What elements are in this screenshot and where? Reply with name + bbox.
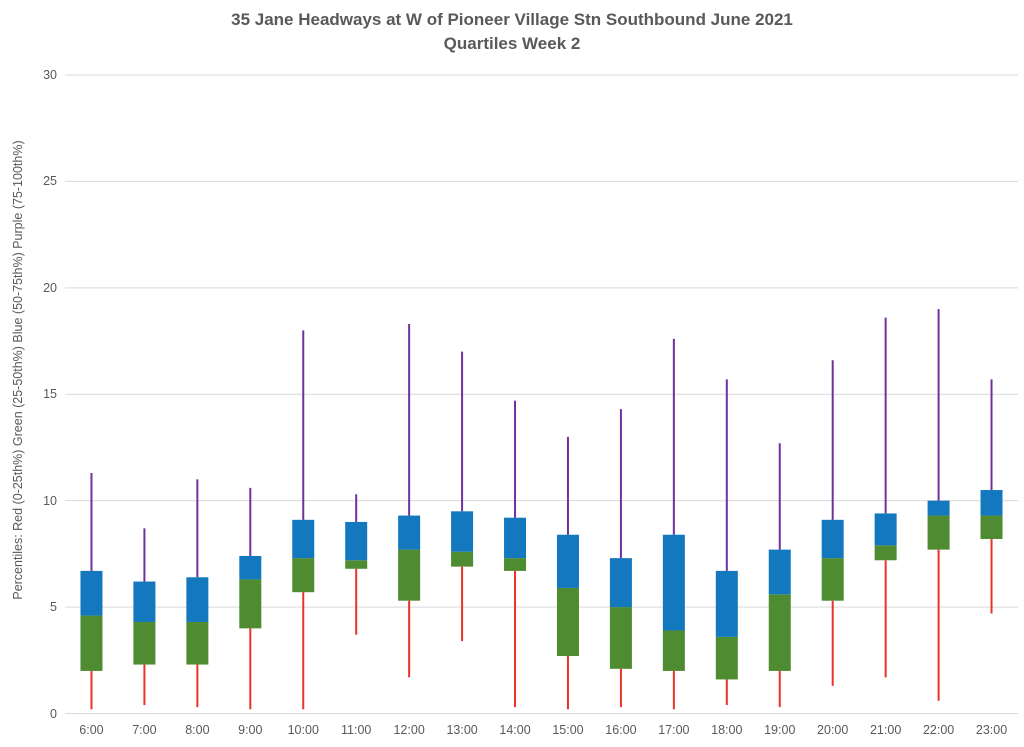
blue-box-11:00	[345, 521, 368, 561]
y-tick-label-5: 5	[50, 600, 57, 615]
green-box-6:00	[80, 615, 103, 671]
x-tick-label-8:00: 8:00	[185, 723, 210, 737]
green-box-15:00	[556, 587, 579, 657]
blue-box-23:00	[980, 490, 1003, 516]
x-tick-label-20:00: 20:00	[817, 723, 849, 737]
green-box-22:00	[927, 515, 950, 550]
x-tick-label-16:00: 16:00	[605, 723, 637, 737]
x-tick-label-6:00: 6:00	[79, 723, 104, 737]
blue-box-17:00	[662, 534, 685, 631]
x-tick-label-11:00: 11:00	[341, 723, 372, 737]
green-box-18:00	[715, 636, 738, 680]
blue-box-13:00	[451, 511, 474, 552]
blue-box-8:00	[186, 577, 209, 622]
green-box-17:00	[662, 630, 685, 671]
green-box-10:00	[292, 558, 315, 593]
x-tick-label-22:00: 22:00	[922, 723, 955, 737]
blue-box-9:00	[239, 556, 262, 580]
blue-box-18:00	[715, 570, 738, 637]
blue-box-15:00	[556, 534, 579, 588]
x-tick-label-23:00: 23:00	[975, 723, 1008, 737]
y-tick-label-0: 0	[50, 706, 57, 721]
green-box-21:00	[874, 545, 897, 561]
x-tick-label-14:00: 14:00	[499, 723, 531, 737]
blue-box-21:00	[874, 513, 897, 546]
green-box-23:00	[980, 515, 1003, 539]
green-box-13:00	[451, 551, 474, 567]
x-tick-label-12:00: 12:00	[393, 723, 425, 737]
y-tick-label-15: 15	[43, 387, 57, 402]
x-tick-label-18:00: 18:00	[711, 723, 743, 737]
y-tick-label-20: 20	[43, 280, 57, 295]
chart-title-line2: Quartiles Week 2	[443, 34, 581, 53]
y-tick-label-30: 30	[43, 68, 57, 82]
green-box-20:00	[821, 558, 844, 601]
green-box-19:00	[768, 594, 791, 671]
green-box-16:00	[609, 607, 632, 669]
y-tick-label-25: 25	[43, 174, 57, 189]
x-tick-label-7:00: 7:00	[132, 723, 157, 737]
x-tick-label-13:00: 13:00	[446, 723, 478, 737]
y-tick-label-10: 10	[43, 493, 57, 508]
blue-box-6:00	[80, 570, 103, 616]
x-tick-label-9:00: 9:00	[238, 723, 263, 737]
blue-box-7:00	[133, 581, 156, 622]
blue-box-16:00	[609, 558, 632, 608]
green-box-12:00	[398, 549, 421, 601]
blue-box-19:00	[768, 549, 791, 595]
x-tick-label-21:00: 21:00	[869, 723, 902, 737]
green-box-11:00	[345, 560, 368, 569]
green-box-14:00	[504, 558, 527, 571]
chart-title: 35 Jane Headways at W of Pioneer Village…	[0, 8, 1024, 56]
x-tick-label-10:00: 10:00	[287, 723, 319, 737]
blue-box-20:00	[821, 519, 844, 559]
green-box-7:00	[133, 621, 156, 665]
green-box-8:00	[186, 621, 209, 665]
blue-box-12:00	[398, 515, 421, 550]
blue-box-14:00	[504, 517, 527, 559]
x-tick-label-17:00: 17:00	[658, 723, 690, 737]
x-tick-label-19:00: 19:00	[764, 723, 796, 737]
chart-title-line1: 35 Jane Headways at W of Pioneer Village…	[231, 10, 793, 29]
blue-box-10:00	[292, 519, 315, 559]
green-box-9:00	[239, 579, 262, 629]
x-tick-label-15:00: 15:00	[552, 723, 584, 737]
blue-box-22:00	[927, 500, 950, 516]
